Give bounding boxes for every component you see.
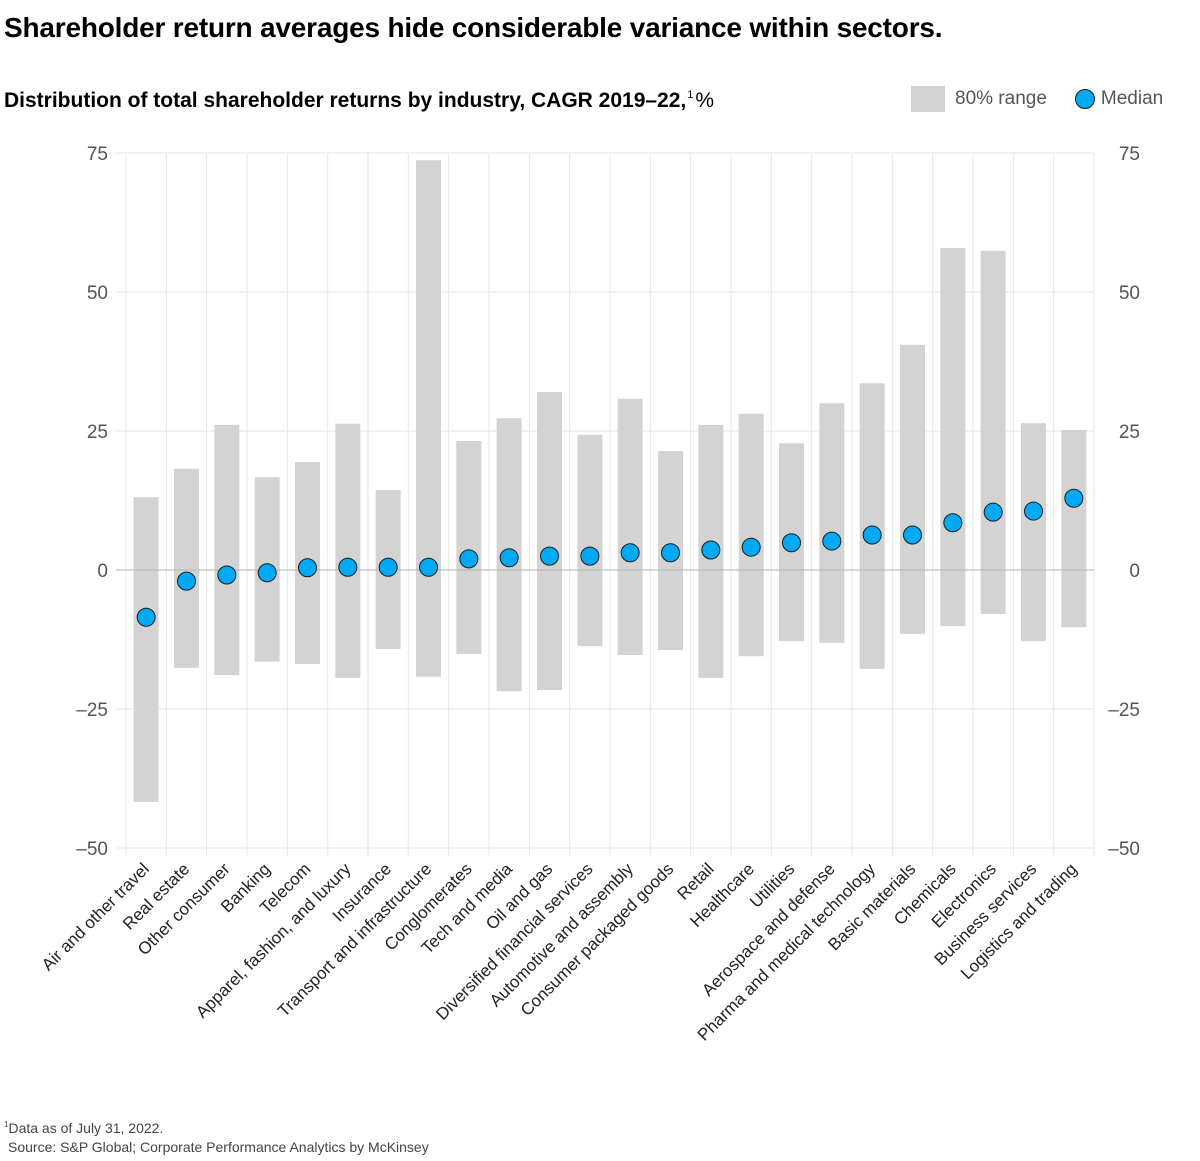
median-dot [822, 531, 842, 551]
median-dot [217, 565, 237, 585]
legend-median-label: Median [1100, 88, 1164, 109]
range-bar [416, 160, 441, 677]
range-bar [819, 403, 845, 643]
y-tick-label-right: 25 [1119, 422, 1140, 443]
median-dot [298, 558, 317, 578]
y-tick-label-left: 25 [87, 422, 108, 443]
median-dot [782, 533, 801, 553]
range-bar [335, 423, 361, 678]
legend-range-label: 80% range [955, 88, 1047, 109]
median-dot [499, 548, 519, 568]
median-dot [862, 525, 882, 545]
median-dot [741, 537, 761, 557]
range-bar [133, 497, 159, 802]
range-bar [980, 250, 1006, 614]
median-dots [136, 488, 1084, 627]
chart-subtitle: Distribution of total shareholder return… [4, 89, 714, 113]
median-dot [943, 513, 963, 533]
range-bar [738, 413, 764, 657]
vertical-gridlines [125, 153, 1095, 856]
subtitle-text: Distribution of total shareholder return… [4, 89, 687, 112]
range-bar [617, 398, 643, 656]
y-tick-label-right: 50 [1119, 283, 1140, 304]
chart-legend: 80% range Median [911, 86, 1163, 112]
range-bar [940, 248, 966, 627]
y-tick-label-left: 50 [87, 283, 108, 304]
median-dot [419, 557, 438, 577]
median-dot [257, 563, 277, 583]
footnotes: 1Data as of July 31, 2022. Source: S&P G… [4, 1115, 429, 1157]
y-tick-label-right: 0 [1129, 561, 1140, 582]
median-dot [580, 546, 600, 566]
median-dot [661, 543, 680, 563]
median-dot [620, 543, 640, 563]
footnote-note: 1Data as of July 31, 2022. [4, 1115, 429, 1138]
median-dot [338, 557, 358, 577]
y-axis-left: 75 50 25 0 –25 –50 [76, 144, 108, 860]
median-dot [378, 557, 398, 577]
y-tick-label-right: –25 [1108, 700, 1140, 721]
median-dot-icon [1074, 89, 1095, 109]
median-dot [177, 571, 196, 591]
range-bar [537, 392, 562, 691]
y-tick-label-right: –50 [1108, 839, 1140, 860]
subtitle-footnote-marker: 1 [687, 89, 694, 101]
chart-plot: 75 50 25 0 –25 –50 75 50 25 0 –25 –50 Air and othe… [38, 144, 1140, 1045]
median-dot [459, 549, 479, 569]
footnote-source: Source: S&P Global; Corporate Performanc… [8, 1139, 429, 1155]
range-bar [214, 424, 240, 676]
range-bar [1061, 429, 1087, 628]
median-dot [983, 502, 1003, 522]
range-bar [577, 434, 603, 647]
median-dot [903, 525, 922, 545]
range-bar [900, 344, 925, 634]
median-dot [1024, 501, 1043, 521]
subtitle-unit: % [695, 89, 715, 112]
footnote-note-text: Data as of July 31, 2022. [8, 1120, 164, 1136]
y-axis-right: 75 50 25 0 –25 –50 [1108, 144, 1140, 860]
y-tick-label-left: –25 [76, 700, 108, 721]
footnote-marker: 1 [4, 1120, 9, 1129]
y-tick-label-left: –50 [76, 839, 108, 860]
range-swatch-icon [911, 86, 945, 112]
median-dot [136, 607, 156, 627]
chart-title: Shareholder return averages hide conside… [4, 12, 943, 43]
median-dot [540, 546, 559, 566]
range-bar [174, 468, 199, 668]
median-dot [701, 540, 721, 560]
range-bar [1021, 423, 1046, 642]
median-dot [1064, 488, 1084, 508]
y-tick-label-left: 0 [97, 561, 108, 582]
y-tick-label-left: 75 [87, 144, 108, 165]
range-bar [456, 441, 482, 654]
y-tick-label-right: 75 [1119, 144, 1140, 165]
horizontal-gridlines [116, 152, 1094, 849]
